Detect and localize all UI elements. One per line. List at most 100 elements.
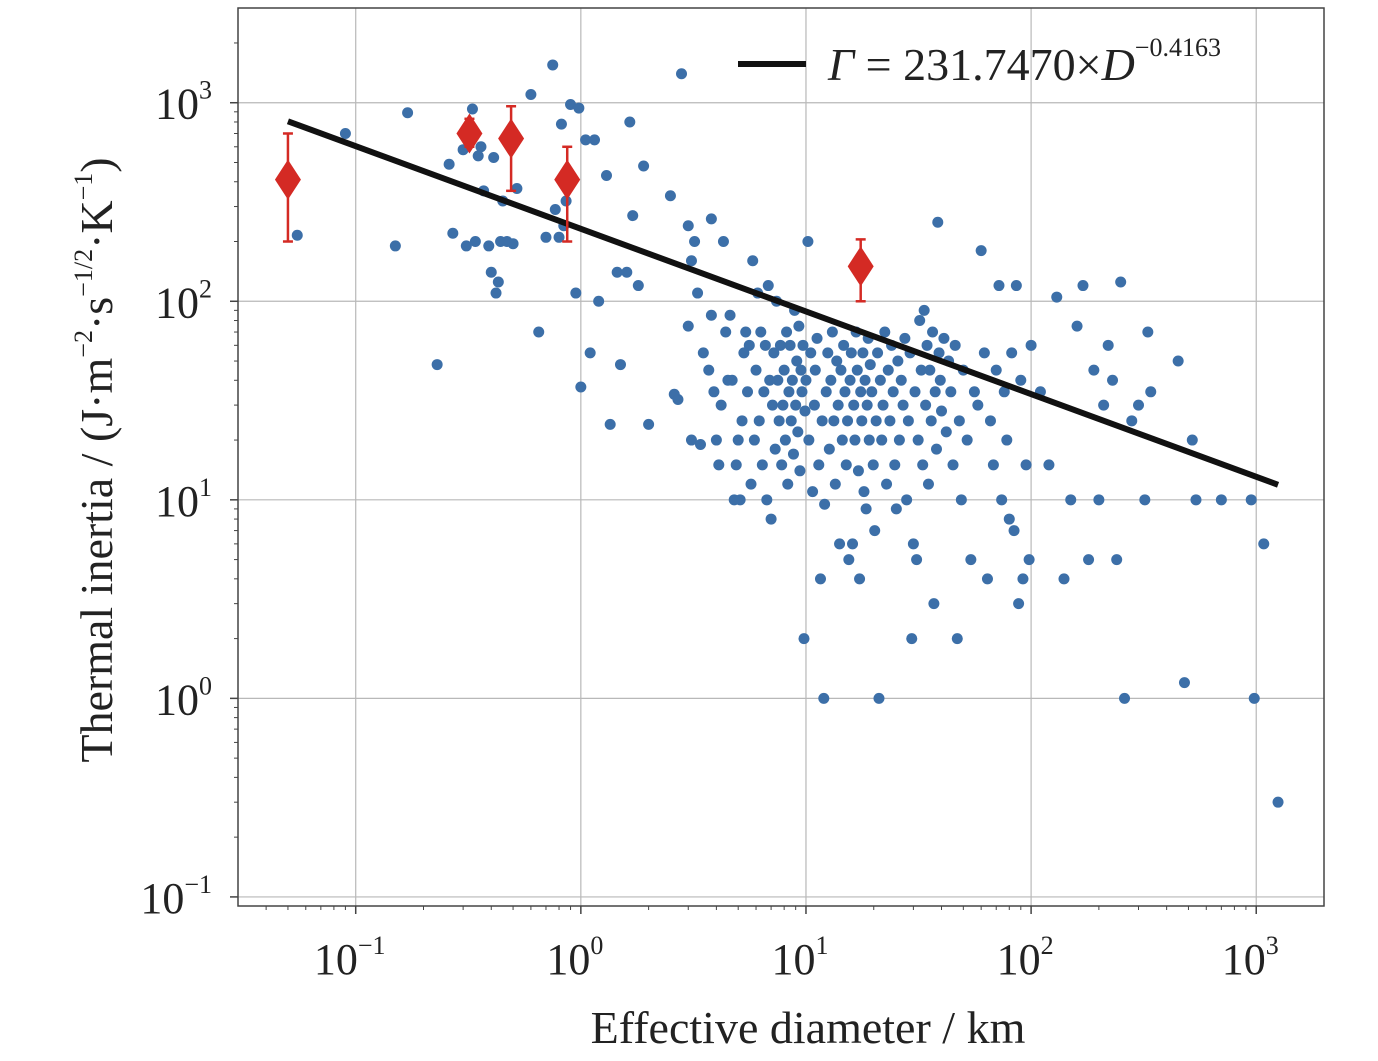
data-point bbox=[998, 386, 1010, 398]
data-point bbox=[798, 633, 810, 645]
data-point bbox=[774, 339, 786, 351]
data-point bbox=[794, 465, 806, 477]
data-point bbox=[555, 118, 567, 130]
data-point bbox=[1258, 538, 1270, 550]
y-tick-label: 103 bbox=[155, 76, 212, 129]
y-tick-labels: 10−1 100 101 102 103 bbox=[140, 76, 212, 923]
data-point bbox=[734, 494, 746, 506]
data-point bbox=[624, 116, 636, 128]
y-label-sup-3: −1 bbox=[69, 173, 98, 201]
data-point bbox=[708, 386, 720, 398]
data-point bbox=[889, 459, 901, 471]
data-point bbox=[932, 216, 944, 228]
data-point bbox=[876, 434, 888, 446]
data-point bbox=[1172, 355, 1184, 367]
data-point bbox=[855, 386, 867, 398]
data-point bbox=[1017, 573, 1029, 585]
data-point bbox=[1190, 494, 1202, 506]
data-point bbox=[1186, 434, 1198, 446]
data-point bbox=[877, 399, 889, 411]
data-point bbox=[832, 399, 844, 411]
data-point bbox=[784, 339, 796, 351]
data-point bbox=[792, 426, 804, 438]
data-point bbox=[460, 240, 472, 252]
data-point bbox=[1083, 554, 1095, 566]
data-point bbox=[785, 415, 797, 427]
data-point bbox=[643, 418, 655, 430]
plot-frame bbox=[237, 7, 1325, 907]
data-point bbox=[766, 399, 778, 411]
data-point bbox=[1051, 291, 1063, 303]
data-point bbox=[829, 478, 841, 490]
data-point bbox=[466, 103, 478, 115]
data-point bbox=[1245, 494, 1257, 506]
y-tick-label: 102 bbox=[155, 274, 212, 327]
data-point bbox=[887, 386, 899, 398]
data-point bbox=[472, 150, 484, 162]
data-point bbox=[1142, 326, 1154, 338]
data-point bbox=[600, 170, 612, 182]
data-point bbox=[818, 692, 830, 704]
data-point bbox=[740, 326, 752, 338]
data-point bbox=[803, 434, 815, 446]
data-point bbox=[874, 374, 886, 386]
data-point bbox=[492, 276, 504, 288]
data-point bbox=[1065, 494, 1077, 506]
data-point bbox=[914, 315, 926, 327]
data-point bbox=[1102, 339, 1114, 351]
data-point bbox=[808, 399, 820, 411]
legend-d: D bbox=[1101, 39, 1135, 90]
data-point bbox=[936, 405, 948, 417]
data-point bbox=[849, 434, 861, 446]
y-tick-label: 10−1 bbox=[140, 870, 212, 923]
data-point bbox=[756, 459, 768, 471]
data-point bbox=[872, 347, 884, 359]
data-point bbox=[1111, 554, 1123, 566]
data-point bbox=[743, 339, 755, 351]
data-point bbox=[859, 374, 871, 386]
data-point bbox=[705, 213, 717, 225]
data-point bbox=[1010, 280, 1022, 292]
data-point bbox=[836, 434, 848, 446]
data-point bbox=[873, 692, 885, 704]
y-label-mid-1: ·s bbox=[71, 297, 122, 330]
y-axis-label: Thermal inertia / (J·m−2·s−1/2·K−1) bbox=[69, 157, 122, 762]
data-point bbox=[1119, 692, 1131, 704]
legend-label: Γ = 231.7470×D−0.4163 bbox=[827, 33, 1221, 90]
data-point bbox=[1139, 494, 1151, 506]
highlight-diamond bbox=[274, 159, 301, 200]
data-point bbox=[915, 364, 927, 376]
data-point bbox=[907, 538, 919, 550]
data-point bbox=[793, 320, 805, 332]
highlight-diamond bbox=[554, 159, 581, 200]
data-point bbox=[614, 359, 626, 371]
data-point bbox=[573, 102, 585, 114]
data-point bbox=[860, 503, 872, 515]
legend: Γ = 231.7470×D−0.4163 bbox=[738, 33, 1221, 90]
data-point bbox=[840, 459, 852, 471]
data-point bbox=[664, 190, 676, 202]
data-point bbox=[882, 364, 894, 376]
data-point bbox=[483, 240, 495, 252]
data-point bbox=[844, 374, 856, 386]
data-point bbox=[947, 459, 959, 471]
data-point bbox=[1107, 374, 1119, 386]
data-point bbox=[870, 415, 882, 427]
data-point bbox=[672, 394, 684, 406]
y-label-sup-1: −2 bbox=[69, 330, 98, 358]
data-point bbox=[1098, 399, 1110, 411]
data-point bbox=[996, 494, 1008, 506]
data-point bbox=[1013, 598, 1025, 610]
data-point bbox=[796, 386, 808, 398]
highlight-diamond bbox=[847, 246, 874, 287]
data-point bbox=[786, 374, 798, 386]
data-point bbox=[852, 465, 864, 477]
data-point bbox=[968, 386, 980, 398]
data-point bbox=[848, 399, 860, 411]
data-point bbox=[797, 339, 809, 351]
data-point bbox=[799, 405, 811, 417]
data-point bbox=[949, 339, 961, 351]
tick-marks bbox=[230, 42, 1257, 914]
data-point bbox=[845, 347, 857, 359]
data-point bbox=[447, 227, 459, 239]
